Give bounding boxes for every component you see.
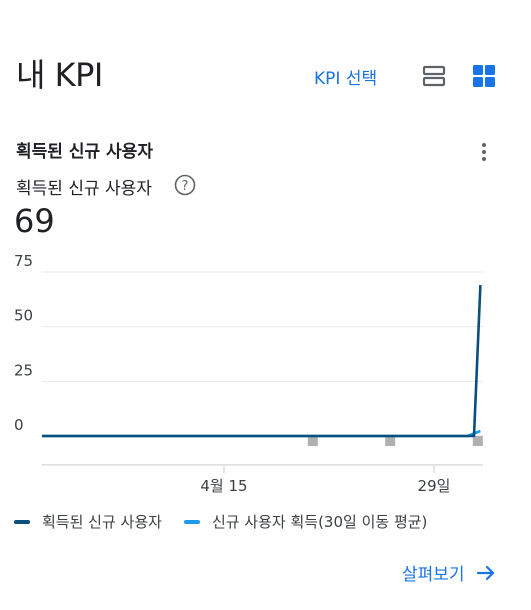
chart-legend: 획득된 신규 사용자 신규 사용자 획득(30일 이동 평균) <box>14 511 449 532</box>
series-line-new-users <box>42 285 482 438</box>
line-chart: 0 25 50 75 4월 15 29일 <box>14 255 483 495</box>
help-button[interactable]: ? <box>174 174 196 196</box>
explore-button[interactable]: 살펴보기 <box>402 560 497 585</box>
y-tick-label: 25 <box>14 361 33 379</box>
y-tick-label: 50 <box>14 307 33 325</box>
legend-label-new-users: 획득된 신규 사용자 <box>42 513 162 531</box>
x-tick-label: 4월 15 <box>200 477 247 495</box>
list-view-icon <box>422 65 446 87</box>
annotation-marker[interactable] <box>472 436 483 447</box>
svg-text:?: ? <box>182 179 189 194</box>
legend-item-moving-average: 신규 사용자 획득(30일 이동 평균) <box>183 511 428 532</box>
help-icon: ? <box>174 174 196 196</box>
legend-swatch-new-users <box>14 519 30 524</box>
explore-label: 살펴보기 <box>402 565 465 585</box>
kpi-select-button[interactable]: KPI 선택 <box>314 69 378 89</box>
grid-view-icon <box>473 65 495 87</box>
legend-swatch-moving-average <box>183 519 200 524</box>
annotation-marker[interactable] <box>385 436 396 447</box>
list-view-button[interactable] <box>420 62 448 90</box>
y-tick-label: 0 <box>14 416 24 434</box>
legend-item-new-users: 획득된 신규 사용자 <box>14 511 162 532</box>
x-tick-label: 29일 <box>418 477 451 495</box>
more-vert-icon <box>482 143 486 161</box>
metric-label: 획득된 신규 사용자 <box>16 179 152 199</box>
annotation-marker[interactable] <box>307 436 318 447</box>
metric-value: 69 <box>14 202 55 240</box>
legend-label-moving-average: 신규 사용자 획득(30일 이동 평균) <box>211 513 428 531</box>
grid-view-button[interactable] <box>470 62 498 90</box>
more-options-button[interactable] <box>472 140 496 164</box>
y-tick-label: 75 <box>14 255 33 270</box>
card-title: 획득된 신규 사용자 <box>16 142 153 162</box>
page-title: 내 KPI <box>16 56 103 94</box>
arrow-right-icon <box>476 565 494 580</box>
